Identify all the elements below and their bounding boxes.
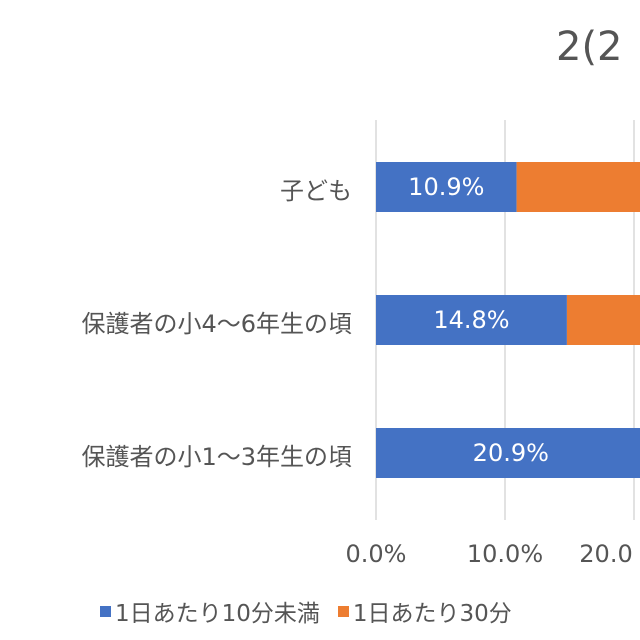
bar-series-2: [516, 162, 640, 212]
legend: 1日あたり10分未満 1日あたり30分: [100, 594, 512, 628]
x-tick-label: 10.0%: [466, 540, 544, 568]
legend-item-series-1: 1日あたり10分未満: [100, 594, 320, 628]
category-label: 保護者の小4～6年生の頃: [81, 310, 352, 338]
x-tick-label: 20.0: [579, 540, 633, 568]
data-label: 20.9%: [472, 439, 549, 467]
legend-label: 1日あたり30分: [352, 601, 512, 627]
data-label: 10.9%: [408, 173, 485, 201]
category-label: 子ども: [280, 177, 352, 205]
bar-series-1: [376, 295, 567, 345]
chart-title: 2(2: [556, 24, 623, 70]
category-label: 保護者の小1～3年生の頃: [81, 443, 352, 471]
bar-series-1: [376, 428, 640, 478]
legend-item-series-2: 1日あたり30分: [337, 594, 512, 628]
data-label: 14.8%: [433, 306, 510, 334]
legend-label: 1日あたり10分未満: [115, 601, 320, 627]
x-tick-label: 0.0%: [345, 540, 407, 568]
legend-swatch: [337, 606, 349, 617]
legend-swatch: [100, 606, 111, 617]
bar-series-2: [566, 295, 640, 345]
bar-series-1: [376, 162, 517, 212]
